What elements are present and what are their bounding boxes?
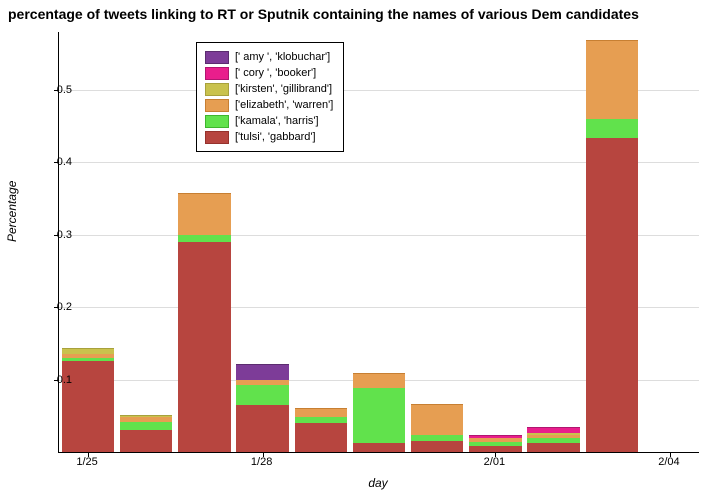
- legend: [' amy ', 'klobuchar'] [' cory ', 'booker…: [196, 42, 344, 152]
- legend-label: [' cory ', 'booker']: [235, 67, 316, 79]
- legend-item: ['tulsi', 'gabbard']: [205, 129, 333, 145]
- bar-group: [178, 193, 230, 452]
- x-tick-label: 2/04: [658, 456, 679, 468]
- bar-group: [411, 405, 463, 452]
- bar-group: [469, 436, 521, 452]
- y-tick-label: 0.2: [32, 301, 72, 313]
- bar-segment: [295, 408, 347, 417]
- legend-swatch: [205, 131, 229, 144]
- bar-segment: [469, 445, 521, 452]
- bar-segment: [353, 387, 405, 444]
- bar-segment: [236, 404, 288, 452]
- legend-item: ['kamala', 'harris']: [205, 113, 333, 129]
- y-tick-label: 0.3: [32, 229, 72, 241]
- bar-segment: [527, 442, 579, 452]
- bar-segment: [295, 416, 347, 423]
- legend-label: ['kamala', 'harris']: [235, 115, 319, 127]
- bar-segment: [586, 40, 638, 118]
- legend-swatch: [205, 115, 229, 128]
- bar-segment: [236, 364, 288, 379]
- bar-group: [586, 41, 638, 452]
- chart-title: percentage of tweets linking to RT or Sp…: [8, 6, 639, 22]
- legend-label: ['kirsten', 'gillibrand']: [235, 83, 332, 95]
- bar-segment: [411, 404, 463, 435]
- bar-group: [120, 416, 172, 452]
- legend-item: ['elizabeth', 'warren']: [205, 97, 333, 113]
- bar-segment: [120, 415, 172, 417]
- bar-segment: [411, 434, 463, 441]
- bar-group: [527, 428, 579, 452]
- legend-swatch: [205, 67, 229, 80]
- legend-item: ['kirsten', 'gillibrand']: [205, 81, 333, 97]
- bar-segment: [178, 234, 230, 242]
- y-tick-label: 0.4: [32, 156, 72, 168]
- bar-group: [62, 349, 114, 452]
- bar-segment: [178, 241, 230, 452]
- legend-label: [' amy ', 'klobuchar']: [235, 51, 330, 63]
- x-tick-label: 1/28: [251, 456, 272, 468]
- bar-segment: [527, 427, 579, 433]
- bar-segment: [236, 384, 288, 405]
- legend-swatch: [205, 83, 229, 96]
- bar-segment: [120, 421, 172, 431]
- x-tick-label: 1/25: [76, 456, 97, 468]
- x-tick-label: 2/01: [484, 456, 505, 468]
- bar-group: [236, 365, 288, 452]
- bar-segment: [62, 348, 114, 354]
- y-tick-label: 0.5: [32, 84, 72, 96]
- y-tick-label: 0.1: [32, 374, 72, 386]
- bar-segment: [411, 440, 463, 452]
- bar-segment: [353, 442, 405, 452]
- plot-area: [58, 32, 699, 453]
- chart-container: percentage of tweets linking to RT or Sp…: [0, 0, 718, 500]
- legend-item: [' cory ', 'booker']: [205, 65, 333, 81]
- legend-label: ['elizabeth', 'warren']: [235, 99, 333, 111]
- bar-segment: [120, 429, 172, 452]
- legend-item: [' amy ', 'klobuchar']: [205, 49, 333, 65]
- y-axis-label: Percentage: [5, 181, 19, 242]
- legend-swatch: [205, 51, 229, 64]
- bar-segment: [586, 137, 638, 452]
- bar-segment: [586, 118, 638, 138]
- bar-group: [295, 409, 347, 452]
- bar-segment: [295, 422, 347, 452]
- x-axis-label: day: [368, 476, 387, 490]
- bar-group: [353, 374, 405, 452]
- legend-swatch: [205, 99, 229, 112]
- bar-segment: [353, 373, 405, 388]
- legend-label: ['tulsi', 'gabbard']: [235, 131, 316, 143]
- bar-segment: [469, 435, 521, 437]
- bar-segment: [178, 193, 230, 235]
